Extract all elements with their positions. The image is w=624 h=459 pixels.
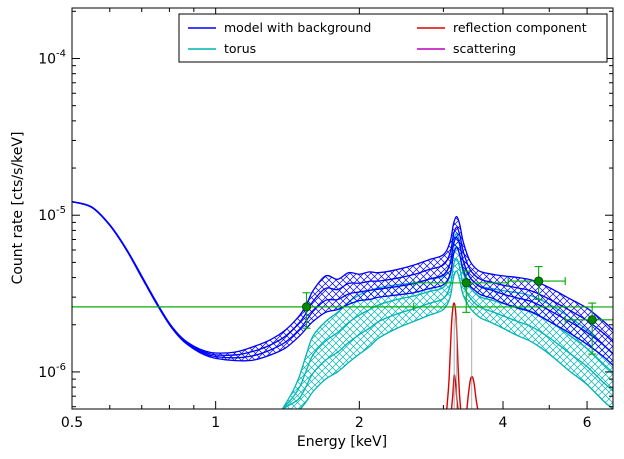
y-tick-exponent: -5 bbox=[56, 205, 66, 216]
y-tick-label-0: 10-6 bbox=[38, 362, 66, 381]
data-point-1 bbox=[461, 278, 471, 288]
y-tick-exponent: -4 bbox=[56, 48, 66, 59]
legend-label-torus: torus bbox=[224, 41, 256, 56]
x-tick-label-2: 2 bbox=[355, 415, 364, 431]
y-tick-exponent: -6 bbox=[56, 362, 66, 373]
reflection-line-2 bbox=[466, 375, 479, 409]
legend-box bbox=[178, 13, 608, 63]
y-axis-label: Count rate [cts/s/keV] bbox=[10, 132, 26, 285]
model-band-line-2 bbox=[72, 201, 613, 356]
x-axis-label: Energy [keV] bbox=[297, 434, 387, 450]
data-point-3 bbox=[587, 315, 597, 325]
y-tick-base: 10 bbox=[38, 208, 56, 224]
torus-band-line-0 bbox=[282, 270, 613, 409]
axes bbox=[71, 7, 614, 410]
plot-area bbox=[72, 201, 613, 409]
torus-band-line-1 bbox=[282, 258, 613, 409]
legend-label-scattering: scattering bbox=[453, 41, 516, 56]
x-tick-label-4: 6 bbox=[583, 415, 592, 431]
y-tick-label-1: 10-5 bbox=[38, 205, 66, 224]
y-tick-label-2: 10-4 bbox=[38, 48, 66, 67]
legend: model with background reflection compone… bbox=[178, 13, 608, 63]
x-tick-label-3: 4 bbox=[499, 415, 508, 431]
legend-label-model: model with background bbox=[224, 20, 371, 35]
legend-label-reflection: reflection component bbox=[453, 20, 587, 35]
y-tick-base: 10 bbox=[38, 365, 56, 381]
model-band-fill bbox=[72, 201, 613, 366]
x-tick-label-1: 1 bbox=[211, 415, 220, 431]
torus-band-fill bbox=[282, 233, 613, 409]
data-point-0 bbox=[301, 302, 312, 312]
x-tick-label-0: 0.5 bbox=[61, 415, 83, 431]
tick-labels: 0.5 1 2 4 610-610-510-4 bbox=[38, 48, 591, 431]
axes-frame bbox=[71, 7, 614, 410]
y-tick-base: 10 bbox=[38, 51, 56, 67]
data-point-2 bbox=[534, 276, 544, 286]
reflection-line-0 bbox=[446, 302, 462, 409]
model-band-line-3 bbox=[72, 201, 613, 354]
